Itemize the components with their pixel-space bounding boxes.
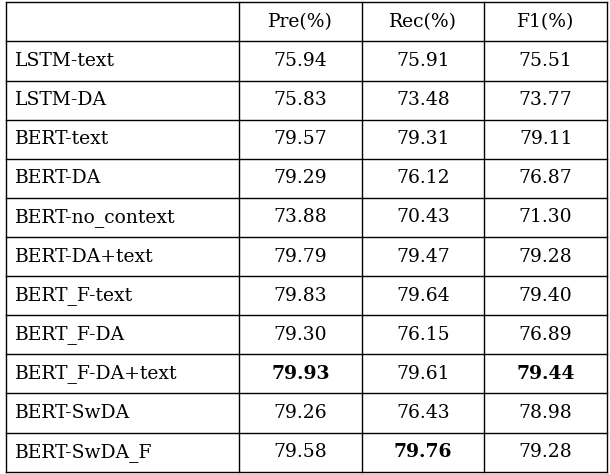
Text: 79.64: 79.64 bbox=[396, 287, 450, 305]
Text: 78.98: 78.98 bbox=[518, 404, 573, 422]
Text: Pre(%): Pre(%) bbox=[268, 13, 333, 31]
Text: 73.88: 73.88 bbox=[273, 209, 328, 227]
Text: 79.93: 79.93 bbox=[271, 365, 330, 383]
Text: 79.29: 79.29 bbox=[273, 169, 327, 187]
Text: 79.30: 79.30 bbox=[273, 326, 327, 344]
Text: 70.43: 70.43 bbox=[396, 209, 450, 227]
Text: 79.31: 79.31 bbox=[396, 130, 450, 148]
Text: 79.58: 79.58 bbox=[273, 443, 328, 461]
Text: 75.94: 75.94 bbox=[273, 52, 328, 70]
Text: 79.61: 79.61 bbox=[396, 365, 450, 383]
Text: BERT-no_context: BERT-no_context bbox=[15, 208, 176, 227]
Text: 79.11: 79.11 bbox=[519, 130, 572, 148]
Text: BERT-DA: BERT-DA bbox=[15, 169, 101, 187]
Text: BERT_F-text: BERT_F-text bbox=[15, 286, 134, 305]
Text: 76.43: 76.43 bbox=[396, 404, 450, 422]
Text: LSTM-DA: LSTM-DA bbox=[15, 91, 107, 109]
Text: 79.47: 79.47 bbox=[396, 247, 450, 265]
Text: 79.28: 79.28 bbox=[518, 247, 573, 265]
Text: LSTM-text: LSTM-text bbox=[15, 52, 115, 70]
Text: BERT_F-DA: BERT_F-DA bbox=[15, 325, 126, 344]
Text: 79.28: 79.28 bbox=[518, 443, 573, 461]
Text: BERT-text: BERT-text bbox=[15, 130, 110, 148]
Text: 79.26: 79.26 bbox=[273, 404, 327, 422]
Text: 79.44: 79.44 bbox=[517, 365, 575, 383]
Text: 75.83: 75.83 bbox=[273, 91, 328, 109]
Text: 75.91: 75.91 bbox=[396, 52, 450, 70]
Text: 79.40: 79.40 bbox=[518, 287, 573, 305]
Text: 76.89: 76.89 bbox=[519, 326, 572, 344]
Text: 79.83: 79.83 bbox=[273, 287, 327, 305]
Text: BERT-DA+text: BERT-DA+text bbox=[15, 247, 154, 265]
Text: 71.30: 71.30 bbox=[519, 209, 572, 227]
Text: 73.48: 73.48 bbox=[396, 91, 450, 109]
Text: 73.77: 73.77 bbox=[518, 91, 573, 109]
Text: BERT_F-DA+text: BERT_F-DA+text bbox=[15, 365, 178, 383]
Text: 79.76: 79.76 bbox=[394, 443, 452, 461]
Text: 79.57: 79.57 bbox=[273, 130, 328, 148]
Text: 79.79: 79.79 bbox=[273, 247, 327, 265]
Text: 76.87: 76.87 bbox=[518, 169, 573, 187]
Text: BERT-SwDA: BERT-SwDA bbox=[15, 404, 131, 422]
Text: F1(%): F1(%) bbox=[517, 13, 575, 31]
Text: BERT-SwDA_F: BERT-SwDA_F bbox=[15, 443, 152, 462]
Text: 75.51: 75.51 bbox=[518, 52, 573, 70]
Text: Rec(%): Rec(%) bbox=[389, 13, 457, 31]
Text: 76.12: 76.12 bbox=[396, 169, 450, 187]
Text: 76.15: 76.15 bbox=[396, 326, 450, 344]
